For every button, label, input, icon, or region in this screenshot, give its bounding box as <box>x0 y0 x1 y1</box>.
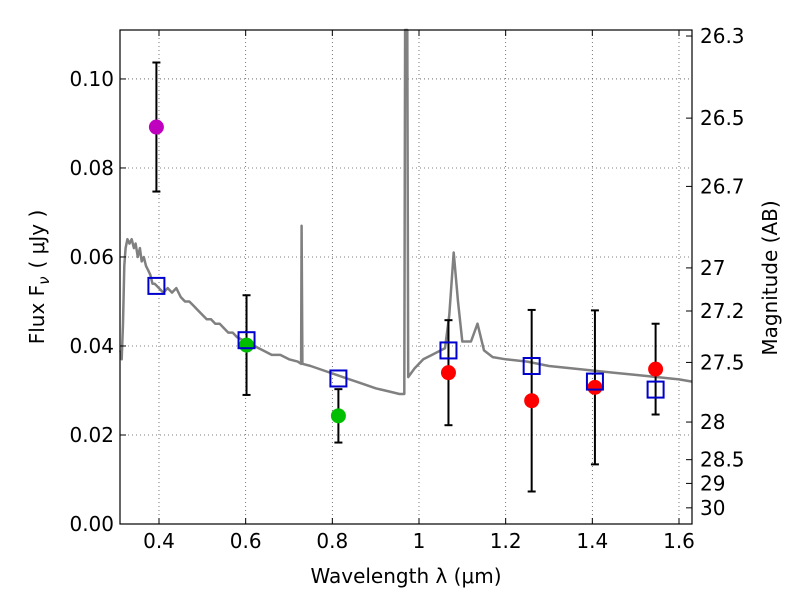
observed-point <box>440 365 456 381</box>
x-tick-label: 1.4 <box>576 529 608 553</box>
y-tick-label: 0.00 <box>69 512 114 536</box>
model-photometry-square <box>439 341 458 360</box>
observed-point <box>148 119 164 135</box>
mag-tick-label: 26.7 <box>700 174 745 198</box>
mag-tick-label: 29 <box>700 471 725 495</box>
x-tick-label: 0.6 <box>230 529 262 553</box>
observed-point <box>239 337 255 353</box>
svg-text:Flux Fν( μJy ): Flux Fν ( μJy ) <box>25 210 53 345</box>
model-spectrum <box>119 28 693 396</box>
y-tick-label: 0.02 <box>69 423 114 447</box>
observed-point <box>587 379 603 395</box>
y-tick-label: 0.10 <box>69 67 114 91</box>
mag-tick-label: 30 <box>700 496 725 520</box>
y-axis-label-group: Flux Fν ( μJy ) <box>25 210 53 345</box>
x-tick-label: 0.8 <box>316 529 348 553</box>
model-photometry-square <box>646 380 665 399</box>
model-photometry-square <box>147 276 166 295</box>
y2-axis-label: Magnitude (AB) <box>758 200 782 355</box>
spectrum-line <box>119 28 693 396</box>
mag-tick-label: 27.5 <box>700 350 745 374</box>
y-axis-label-subscript: ν <box>35 276 53 284</box>
mag-tick-label: 27 <box>700 256 725 280</box>
model-photometry-square <box>329 369 348 388</box>
y-tick-label: 0.06 <box>69 245 114 269</box>
x-axis-label: Wavelength λ (μm) <box>310 564 501 588</box>
mag-tick-label: 27.2 <box>700 299 745 323</box>
axis-ticks: 0.4 0.6 0.8 1 1.2 1.4 1.6 0.00 0.02 0.04 0.06 0.08 0… <box>69 24 744 553</box>
model-photometry <box>147 276 665 399</box>
observed-point <box>524 393 540 409</box>
model-photometry-square <box>585 372 604 391</box>
model-photometry-square <box>237 331 256 350</box>
mag-tick-label: 28 <box>700 410 725 434</box>
observed-point <box>648 361 664 377</box>
x-tick-label: 1 <box>413 529 426 553</box>
mag-tick-label: 28.5 <box>700 448 745 472</box>
x-tick-label: 1.2 <box>490 529 522 553</box>
observed-point <box>330 408 346 424</box>
plot-frame <box>119 29 693 525</box>
y2-axis-label-group: Magnitude (AB) <box>758 200 782 355</box>
x-tick-label: 1.6 <box>663 529 695 553</box>
mag-tick-label: 26.5 <box>700 106 745 130</box>
y-axis-label-unit: ( μJy ) <box>25 210 49 269</box>
model-photometry-square <box>522 357 541 376</box>
mag-tick-label: 26.3 <box>700 24 745 48</box>
y-tick-label: 0.08 <box>69 156 114 180</box>
x-tick-label: 0.4 <box>143 529 175 553</box>
y-tick-label: 0.04 <box>69 334 114 358</box>
y-axis-label: Flux F <box>25 285 49 344</box>
